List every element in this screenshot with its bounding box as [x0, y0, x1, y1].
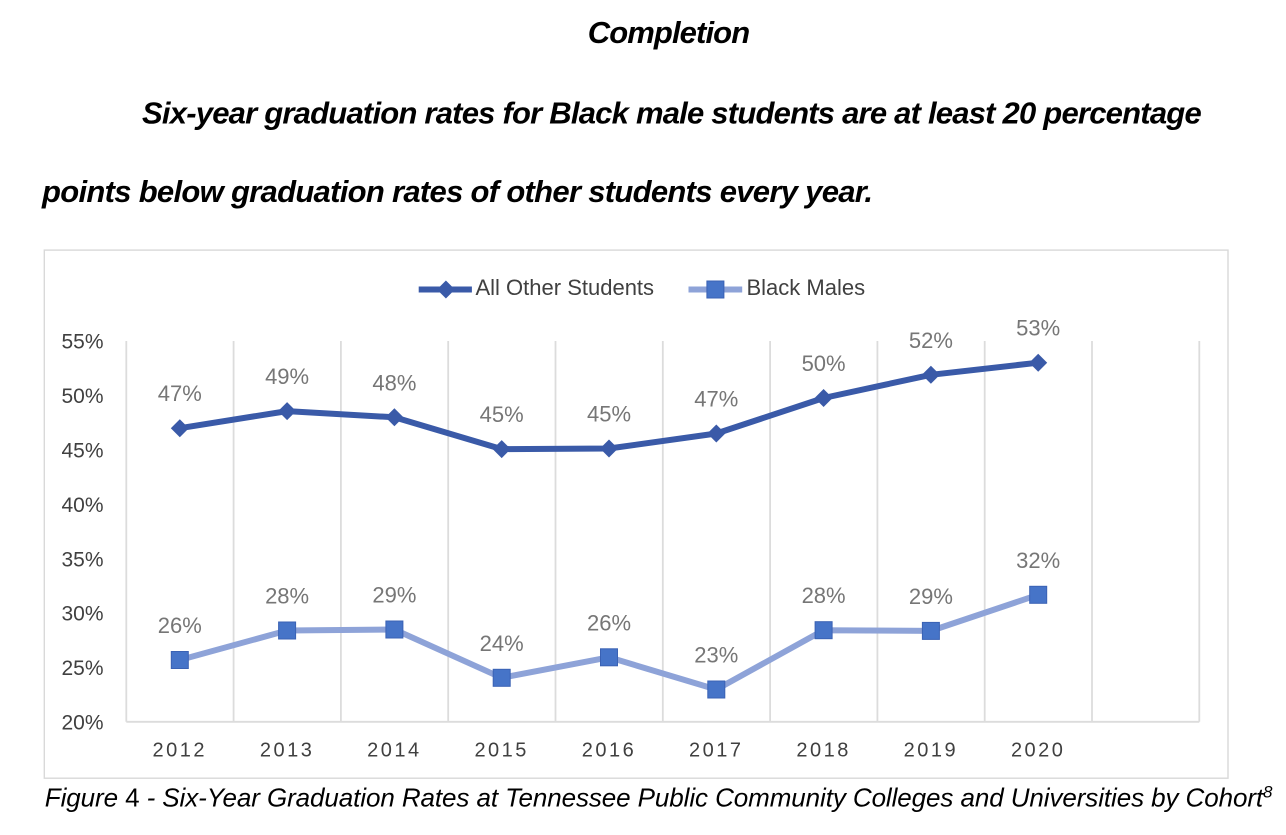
svg-text:47%: 47% — [694, 387, 738, 412]
svg-text:20%: 20% — [61, 712, 103, 735]
svg-text:49%: 49% — [265, 364, 309, 389]
svg-text:Six-year graduation rates for: Six-year graduation rates for Black male… — [142, 96, 1201, 131]
svg-text:2016: 2016 — [582, 740, 637, 762]
svg-text:53%: 53% — [1016, 316, 1060, 341]
svg-text:29%: 29% — [372, 583, 416, 608]
svg-text:55%: 55% — [61, 331, 103, 354]
svg-text:2014: 2014 — [367, 740, 422, 762]
svg-text:24%: 24% — [480, 631, 524, 656]
svg-text:Completion: Completion — [588, 15, 750, 50]
svg-text:2019: 2019 — [904, 740, 959, 762]
svg-text:25%: 25% — [61, 657, 103, 680]
svg-text:52%: 52% — [909, 328, 953, 353]
svg-text:Black Males: Black Males — [747, 275, 866, 300]
svg-text:2020: 2020 — [1011, 740, 1066, 762]
svg-text:40%: 40% — [61, 494, 103, 517]
svg-text:35%: 35% — [61, 548, 103, 571]
svg-text:32%: 32% — [1016, 548, 1060, 573]
svg-text:48%: 48% — [372, 370, 416, 395]
svg-text:30%: 30% — [61, 603, 103, 626]
svg-text:26%: 26% — [587, 610, 631, 635]
svg-text:50%: 50% — [802, 351, 846, 376]
svg-text:2015: 2015 — [474, 740, 529, 762]
svg-text:45%: 45% — [480, 402, 524, 427]
svg-text:29%: 29% — [909, 584, 953, 609]
svg-text:2013: 2013 — [260, 740, 315, 762]
svg-text:points below graduation rates: points below graduation rates of other s… — [41, 174, 872, 209]
svg-text:47%: 47% — [158, 381, 202, 406]
svg-text:45%: 45% — [587, 402, 631, 427]
svg-text:23%: 23% — [694, 643, 738, 668]
svg-text:26%: 26% — [158, 613, 202, 638]
svg-text:50%: 50% — [61, 385, 103, 408]
svg-text:2012: 2012 — [153, 740, 208, 762]
svg-text:All Other Students: All Other Students — [476, 275, 655, 300]
svg-text:2017: 2017 — [689, 740, 744, 762]
svg-text:28%: 28% — [802, 583, 846, 608]
svg-text:Figure 4 - Six-Year Graduation: Figure 4 - Six-Year Graduation Rates at … — [45, 783, 1273, 813]
svg-text:45%: 45% — [61, 440, 103, 463]
svg-text:2018: 2018 — [796, 740, 851, 762]
svg-text:28%: 28% — [265, 584, 309, 609]
